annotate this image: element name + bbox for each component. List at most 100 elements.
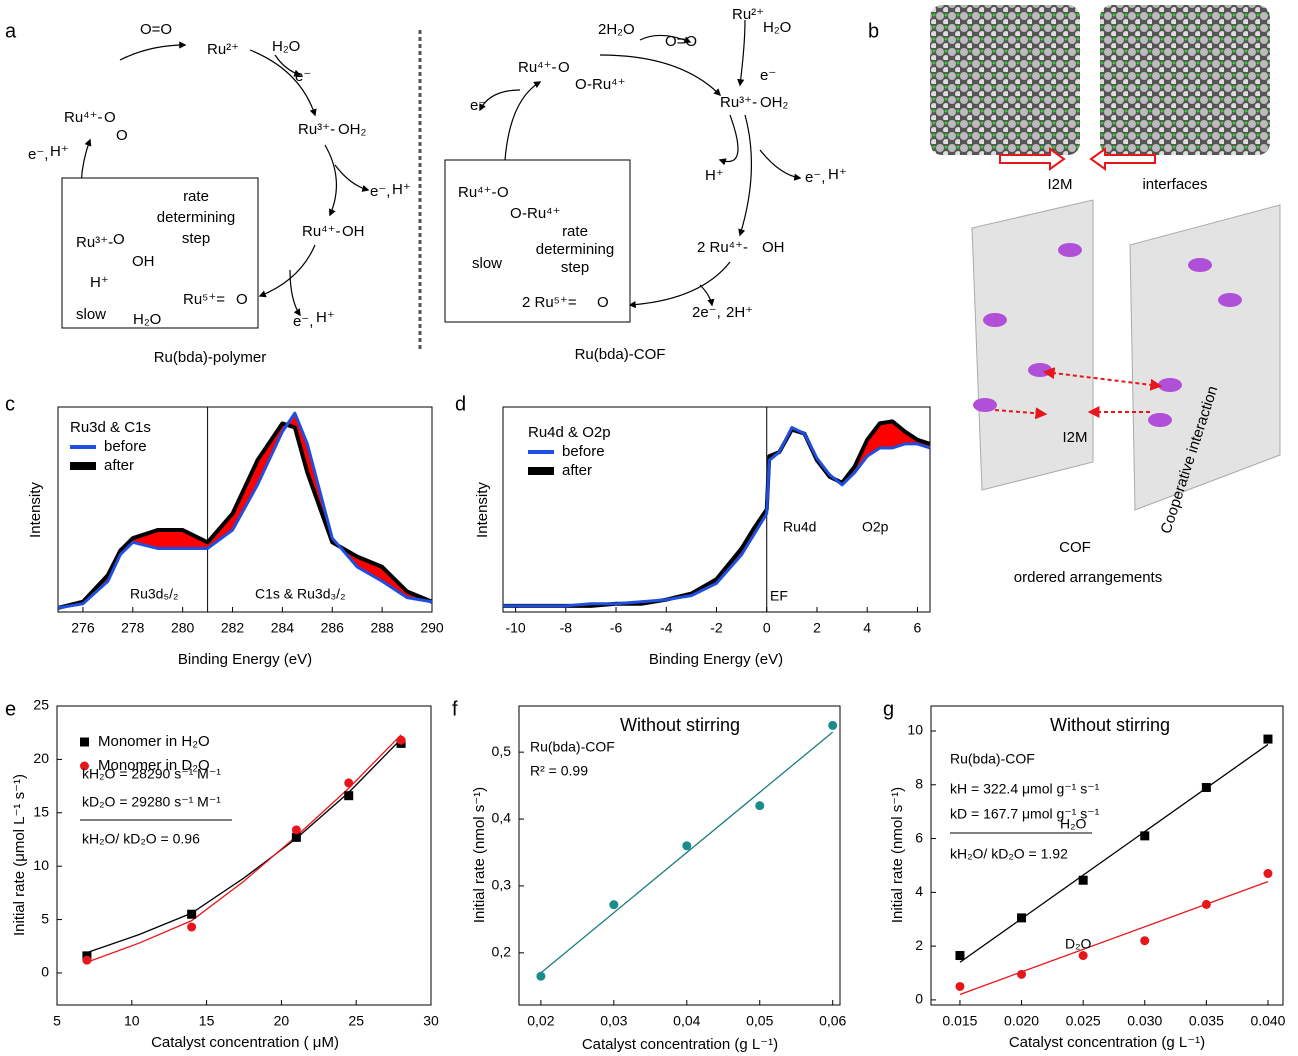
data-point [187, 922, 197, 932]
x-tick-label: 286 [321, 620, 345, 636]
data-point [955, 951, 965, 961]
diagram-label: O=O [665, 33, 697, 50]
diagram-label: ordered arrangements [1014, 569, 1162, 586]
x-axis-label: Binding Energy (eV) [649, 651, 783, 668]
annotation: kH₂O = 28290 s⁻¹ M⁻¹ [82, 766, 221, 782]
fit-line [86, 734, 402, 963]
y-tick-label: 15 [33, 803, 49, 819]
rds-box [61, 177, 259, 329]
arrow [737, 19, 746, 87]
legend-label: Monomer in D₂O [98, 757, 210, 774]
diagram-label: H₂O [272, 38, 300, 55]
diagram-label: Ru³⁺- [76, 234, 113, 251]
diagram-label: OH [762, 239, 785, 256]
plot-frame [57, 406, 433, 613]
x-axis-label: Catalyst concentration ( μM) [151, 1034, 339, 1051]
diagram-label: Ru(bda)-polymer [154, 349, 267, 366]
diagram-label: slow [472, 255, 502, 272]
fit-line [959, 880, 1269, 996]
diagram-label: H⁺ [392, 181, 411, 198]
annotation: R² = 0.99 [530, 763, 588, 779]
x-tick-label: 5 [53, 1013, 61, 1029]
arrow-right [999, 147, 1066, 171]
x-tick-label: 0,05 [746, 1013, 773, 1029]
diagram-label: determining [157, 209, 235, 226]
x-tick-label: 30 [423, 1013, 439, 1029]
y-axis-label: Intensity [27, 482, 44, 538]
data-point [1017, 913, 1027, 923]
diagram-label: Ru⁴⁺- [64, 109, 103, 126]
legend-label: before [104, 438, 147, 455]
arrow [738, 114, 753, 237]
panel-letter: d [455, 393, 466, 415]
ru-unit [1028, 363, 1052, 377]
x-axis-label: Binding Energy (eV) [178, 651, 312, 668]
x-tick-label: 0,06 [819, 1013, 846, 1029]
diagram-label: slow [76, 306, 106, 323]
x-tick-label: 0.020 [1004, 1013, 1039, 1029]
x-tick-label: 276 [71, 620, 95, 636]
panel-letter: g [883, 698, 894, 720]
y-tick-label: 4 [915, 883, 923, 899]
data-point [1140, 831, 1150, 841]
annotation: O2p [862, 519, 889, 535]
y-tick-label: 8 [915, 775, 923, 791]
diagram-label: O [575, 76, 587, 93]
diagram-label: OH [132, 253, 155, 270]
x-tick-label: 0.040 [1250, 1013, 1285, 1029]
legend-swatch [80, 737, 89, 747]
legend-title: Ru3d & C1s [70, 419, 151, 436]
arrow [324, 144, 338, 217]
data-point [187, 909, 197, 919]
legend-label: after [104, 457, 134, 474]
arrow [334, 164, 370, 192]
diagram-label: interfaces [1142, 176, 1207, 193]
legend-swatch [80, 761, 89, 771]
legend-label: after [562, 462, 592, 479]
data-point [1201, 899, 1211, 909]
diagram-label: H⁺ [828, 166, 847, 183]
data-point [682, 841, 692, 851]
x-tick-label: 0,04 [673, 1013, 700, 1029]
arrow [258, 244, 316, 298]
data-point [1078, 951, 1088, 961]
diagram-label: e⁻, [293, 313, 313, 330]
annotation: Ru3d₅/₂ [130, 586, 178, 602]
plot-frame [56, 705, 432, 1006]
y-axis-label: Initial rate (nmol s⁻¹) [889, 787, 906, 923]
data-point [344, 778, 354, 788]
x-tick-label: 278 [121, 620, 145, 636]
x-tick-label: 284 [271, 620, 295, 636]
diagram-label: rate [562, 223, 588, 240]
cof-layer [971, 199, 1094, 491]
fit-line [959, 743, 1269, 963]
annotation: Ru(bda)-COF [530, 739, 615, 755]
ru-unit [1188, 258, 1212, 272]
cof-block [1100, 5, 1270, 155]
x-axis-label: Catalyst concentration (g L⁻¹) [582, 1036, 778, 1053]
data-point [1078, 875, 1088, 885]
data-point [82, 955, 92, 965]
interaction-arrows [994, 367, 1163, 420]
legend-label: Monomer in H₂O [98, 733, 210, 750]
annotation: EF [770, 588, 788, 604]
diagram-label: step [561, 259, 589, 276]
diagram-label: 2 Ru⁴⁺- [697, 239, 748, 256]
ru-unit [973, 398, 997, 412]
diagram-label: OH₂ [338, 121, 367, 138]
diagram-label: e⁻, [370, 183, 390, 200]
x-axis-label: Catalyst concentration (g L⁻¹) [1009, 1034, 1205, 1051]
arrow [718, 114, 739, 166]
ru-units [973, 243, 1242, 427]
diagram-label: O [104, 109, 116, 126]
plot-frame [930, 705, 1284, 1006]
legend-title: Ru4d & O2p [528, 424, 611, 441]
x-tick-label: 2 [813, 620, 821, 636]
arrow-left [1089, 147, 1156, 171]
annotation: Ru4d [783, 519, 816, 535]
x-tick-label: -4 [660, 620, 673, 636]
diagram-label: Ru⁴⁺- [518, 59, 557, 76]
y-tick-label: 2 [915, 937, 923, 953]
x-tick-label: 0 [763, 620, 771, 636]
panel-letter: e [5, 698, 16, 720]
